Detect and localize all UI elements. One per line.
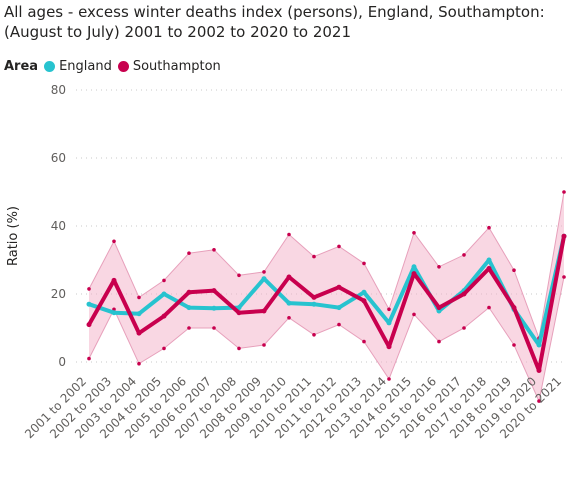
chart-title: All ages - excess winter deaths index (p… — [4, 3, 545, 41]
data-point-england — [536, 342, 542, 348]
data-point-england — [111, 310, 117, 316]
legend-marker-southampton — [117, 60, 129, 72]
data-point-southampton — [111, 277, 117, 283]
data-point-england — [336, 305, 342, 311]
confidence-bound-point — [262, 343, 266, 347]
data-point-england — [286, 300, 292, 306]
y-tick-label: 20 — [51, 287, 66, 301]
confidence-bound-point — [162, 346, 166, 351]
confidence-bound-point — [337, 322, 341, 327]
confidence-bound-point — [387, 307, 391, 312]
confidence-bound-point — [462, 326, 466, 330]
confidence-bound-point — [487, 225, 491, 230]
data-point-england — [161, 291, 167, 297]
confidence-bound-point — [362, 261, 366, 266]
confidence-bound-point — [362, 339, 366, 344]
confidence-bound-point — [112, 239, 116, 244]
data-point-southampton — [486, 266, 492, 271]
data-point-southampton — [411, 271, 417, 277]
confidence-bound-point — [312, 333, 316, 337]
confidence-bound-point — [212, 248, 216, 252]
data-point-southampton — [336, 284, 342, 290]
data-point-england — [361, 289, 367, 295]
confidence-bound-point — [187, 251, 191, 255]
confidence-bound-point — [337, 244, 341, 249]
y-tick-label: 0 — [58, 355, 66, 369]
confidence-bound-point — [387, 377, 391, 381]
confidence-bound-point — [437, 265, 441, 269]
confidence-bound-point — [512, 343, 516, 347]
confidence-bound-point — [237, 346, 241, 351]
data-point-england — [486, 257, 492, 263]
data-point-southampton — [536, 368, 542, 373]
data-point-england — [136, 311, 142, 317]
confidence-bound-point — [412, 231, 416, 235]
confidence-bound-point — [512, 268, 516, 273]
legend-title: Area — [4, 58, 39, 74]
confidence-bound-point — [537, 399, 541, 403]
data-point-england — [261, 276, 267, 282]
y-axis-label: Ratio (%) — [6, 206, 21, 266]
y-tick-label: 80 — [51, 83, 66, 97]
data-point-southampton — [311, 294, 317, 300]
confidence-bound-point — [112, 307, 116, 312]
data-point-southampton — [286, 274, 292, 280]
data-point-southampton — [211, 288, 217, 294]
legend: Area England Southampton — [4, 57, 227, 75]
confidence-bound-lower — [88, 276, 565, 403]
series-line-southampton — [87, 234, 566, 373]
data-point-england — [411, 264, 417, 270]
confidence-bound-point — [287, 316, 291, 320]
data-point-southampton — [161, 313, 167, 319]
legend-label-england: England — [59, 58, 112, 74]
confidence-bound-point — [562, 190, 566, 194]
confidence-bound-upper — [88, 191, 565, 341]
data-point-southampton — [186, 289, 192, 295]
confidence-bound-point — [212, 326, 216, 330]
data-point-southampton — [561, 233, 567, 239]
data-point-southampton — [511, 305, 517, 311]
y-tick-label: 60 — [51, 151, 66, 165]
data-point-england — [211, 305, 217, 311]
confidence-bound-point — [87, 356, 91, 361]
confidence-bound-point — [437, 339, 441, 344]
data-point-england — [311, 301, 317, 307]
data-point-england — [186, 305, 192, 311]
confidence-bound-point — [412, 312, 416, 317]
data-point-england — [236, 305, 242, 311]
data-point-southampton — [86, 322, 92, 328]
confidence-bound-point — [137, 361, 141, 366]
data-point-southampton — [361, 298, 367, 304]
data-point-southampton — [261, 308, 267, 314]
data-point-southampton — [436, 305, 442, 311]
confidence-bound-point — [262, 270, 266, 274]
confidence-band-southampton — [89, 192, 564, 402]
confidence-bound-point — [187, 326, 191, 330]
confidence-bound-point — [162, 278, 166, 283]
data-point-england — [86, 301, 92, 307]
confidence-bound-point — [287, 232, 291, 237]
data-point-southampton — [461, 291, 467, 297]
y-tick-label: 40 — [51, 219, 66, 233]
confidence-bound-point — [562, 275, 566, 279]
legend-marker-england — [44, 60, 56, 72]
legend-item-england[interactable]: England — [44, 59, 112, 74]
series-line-england — [87, 234, 566, 347]
data-point-england — [386, 320, 392, 326]
confidence-bound-point — [487, 305, 491, 310]
confidence-bound-point — [87, 287, 91, 291]
legend-label-southampton: Southampton — [132, 58, 221, 74]
confidence-bound-point — [312, 254, 316, 259]
confidence-bound-point — [237, 273, 241, 278]
data-point-southampton — [386, 344, 392, 350]
data-point-southampton — [136, 330, 142, 336]
legend-item-southampton[interactable]: Southampton — [117, 58, 221, 74]
confidence-bound-point — [137, 295, 141, 300]
data-point-southampton — [236, 310, 242, 316]
confidence-bound-point — [462, 253, 466, 257]
